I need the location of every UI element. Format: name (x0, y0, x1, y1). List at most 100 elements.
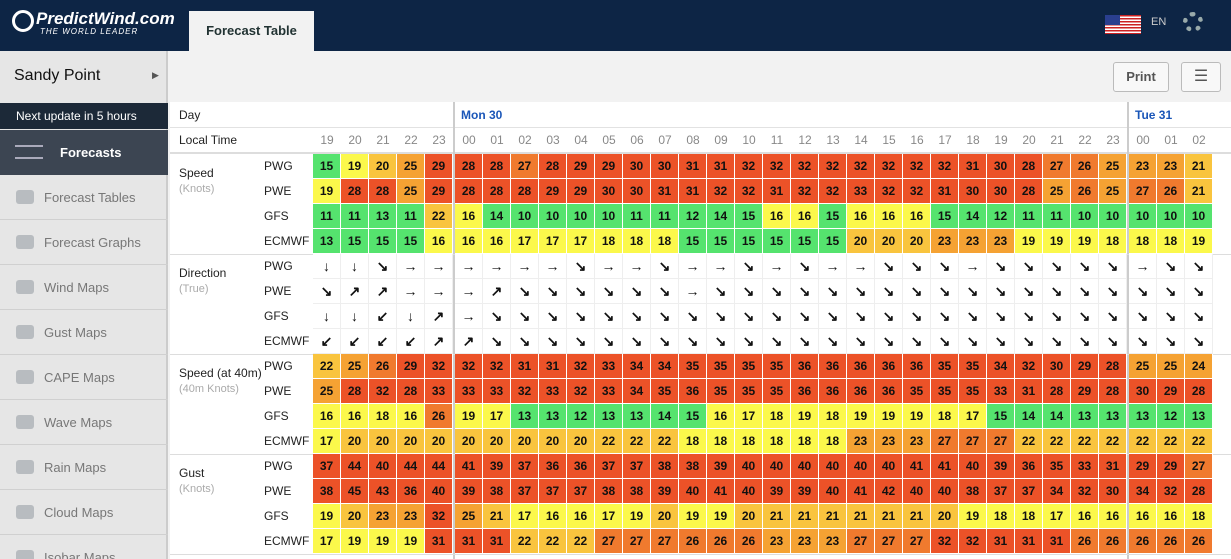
day-header: Tue 31 (1135, 108, 1173, 122)
forecast-cell: 28 (1185, 379, 1213, 404)
menu-icon (16, 325, 34, 339)
model-label: ECMWF (264, 334, 310, 348)
menu-item[interactable] (0, 490, 168, 535)
forecast-cell: 20 (369, 154, 397, 179)
group-unit: (Knots) (179, 483, 215, 495)
forecast-cell: 22 (595, 429, 623, 454)
direction-arrow: → (455, 254, 483, 279)
model-label: PWG (264, 259, 293, 273)
direction-arrow: ↘ (679, 329, 707, 354)
forecast-cell: 40 (959, 454, 987, 479)
direction-arrow: ↘ (959, 329, 987, 354)
forecast-cell: 31 (425, 529, 453, 554)
menu-item[interactable] (0, 310, 168, 355)
forecast-cell: 16 (1099, 504, 1127, 529)
forecast-cell: 39 (707, 454, 735, 479)
forecast-cell: 40 (735, 454, 763, 479)
direction-arrow: → (539, 254, 567, 279)
forecast-cell: 32 (847, 154, 875, 179)
hour: 00 (1136, 133, 1150, 147)
forecast-cell: 11 (651, 204, 679, 229)
forecast-cell: 28 (397, 379, 425, 404)
forecast-cell: 30 (959, 179, 987, 204)
forecast-cell: 28 (1099, 354, 1127, 379)
direction-arrow: ↗ (483, 279, 511, 304)
hour: 21 (1050, 133, 1064, 147)
hour: 16 (910, 133, 924, 147)
menu-button[interactable]: ☰ (1181, 62, 1221, 92)
hour: 12 (798, 133, 812, 147)
direction-arrow: ↘ (483, 329, 511, 354)
forecast-cell: 26 (1099, 529, 1127, 554)
forecast-cell: 21 (483, 504, 511, 529)
forecast-cell: 20 (651, 504, 679, 529)
menu-item[interactable] (0, 265, 168, 310)
direction-arrow: → (623, 254, 651, 279)
direction-arrow: ↘ (931, 329, 959, 354)
forecast-cell: 26 (369, 354, 397, 379)
forecast-cell: 35 (679, 354, 707, 379)
location[interactable]: Sandy Point (14, 67, 101, 84)
forecast-cell: 28 (511, 179, 539, 204)
day-separator (453, 102, 455, 559)
forecast-cell: 32 (1071, 479, 1099, 504)
direction-arrow: ↘ (1099, 304, 1127, 329)
direction-arrow: ↘ (595, 329, 623, 354)
tab[interactable]: Forecast Table (189, 11, 314, 51)
direction-arrow: ↘ (1185, 279, 1213, 304)
logo[interactable]: PredictWind.com (36, 9, 175, 28)
print-button[interactable]: Print (1113, 62, 1169, 92)
forecast-cell: 25 (397, 154, 425, 179)
model-label: PWG (264, 159, 293, 173)
forecast-cell: 10 (1157, 204, 1185, 229)
direction-arrow: ↘ (1129, 304, 1157, 329)
menu-label: Isobar Maps (44, 550, 116, 559)
direction-arrow: ↙ (369, 304, 397, 329)
section-header[interactable]: Forecasts (0, 130, 168, 175)
menu-item[interactable] (0, 220, 168, 265)
direction-arrow: ↘ (511, 304, 539, 329)
menu-item[interactable] (0, 400, 168, 445)
menu-item[interactable] (0, 445, 168, 490)
forecast-cell: 38 (595, 479, 623, 504)
settings-icon[interactable] (1183, 12, 1203, 32)
forecast-cell: 31 (763, 179, 791, 204)
direction-arrow: ↘ (567, 254, 595, 279)
forecast-cell: 32 (707, 179, 735, 204)
forecast-cell: 31 (679, 179, 707, 204)
forecast-cell: 39 (763, 479, 791, 504)
menu-icon (16, 370, 34, 384)
forecast-cell: 18 (763, 404, 791, 429)
flag[interactable] (1105, 15, 1141, 34)
forecast-cell: 15 (735, 229, 763, 254)
direction-arrow: ↓ (341, 304, 369, 329)
forecast-cell: 31 (1015, 529, 1043, 554)
forecast-cell: 33 (595, 354, 623, 379)
forecast-cell: 23 (987, 229, 1015, 254)
section-icon (15, 145, 43, 159)
forecast-cell: 14 (1015, 404, 1043, 429)
forecast-cell: 21 (875, 504, 903, 529)
forecast-cell: 15 (313, 154, 341, 179)
menu-item[interactable] (0, 355, 168, 400)
group-label: Direction (179, 266, 227, 280)
forecast-cell: 18 (987, 504, 1015, 529)
expand-arrow[interactable]: ▶ (152, 70, 159, 80)
forecast-cell: 20 (341, 429, 369, 454)
forecast-cell: 23 (397, 504, 425, 529)
forecast-cell: 19 (791, 404, 819, 429)
forecast-cell: 26 (1185, 529, 1213, 554)
update-notice: Next update in 5 hours (0, 103, 168, 129)
forecast-cell: 18 (595, 229, 623, 254)
menu-icon (16, 505, 34, 519)
menu-item[interactable] (0, 175, 168, 220)
forecast-cell: 36 (875, 354, 903, 379)
language[interactable]: EN (1151, 16, 1167, 28)
forecast-cell: 27 (847, 529, 875, 554)
forecast-cell: 16 (397, 404, 425, 429)
direction-arrow: ↘ (735, 279, 763, 304)
forecast-cell: 32 (903, 179, 931, 204)
forecast-cell: 28 (1015, 154, 1043, 179)
forecast-cell: 35 (931, 354, 959, 379)
forecast-cell: 36 (539, 454, 567, 479)
